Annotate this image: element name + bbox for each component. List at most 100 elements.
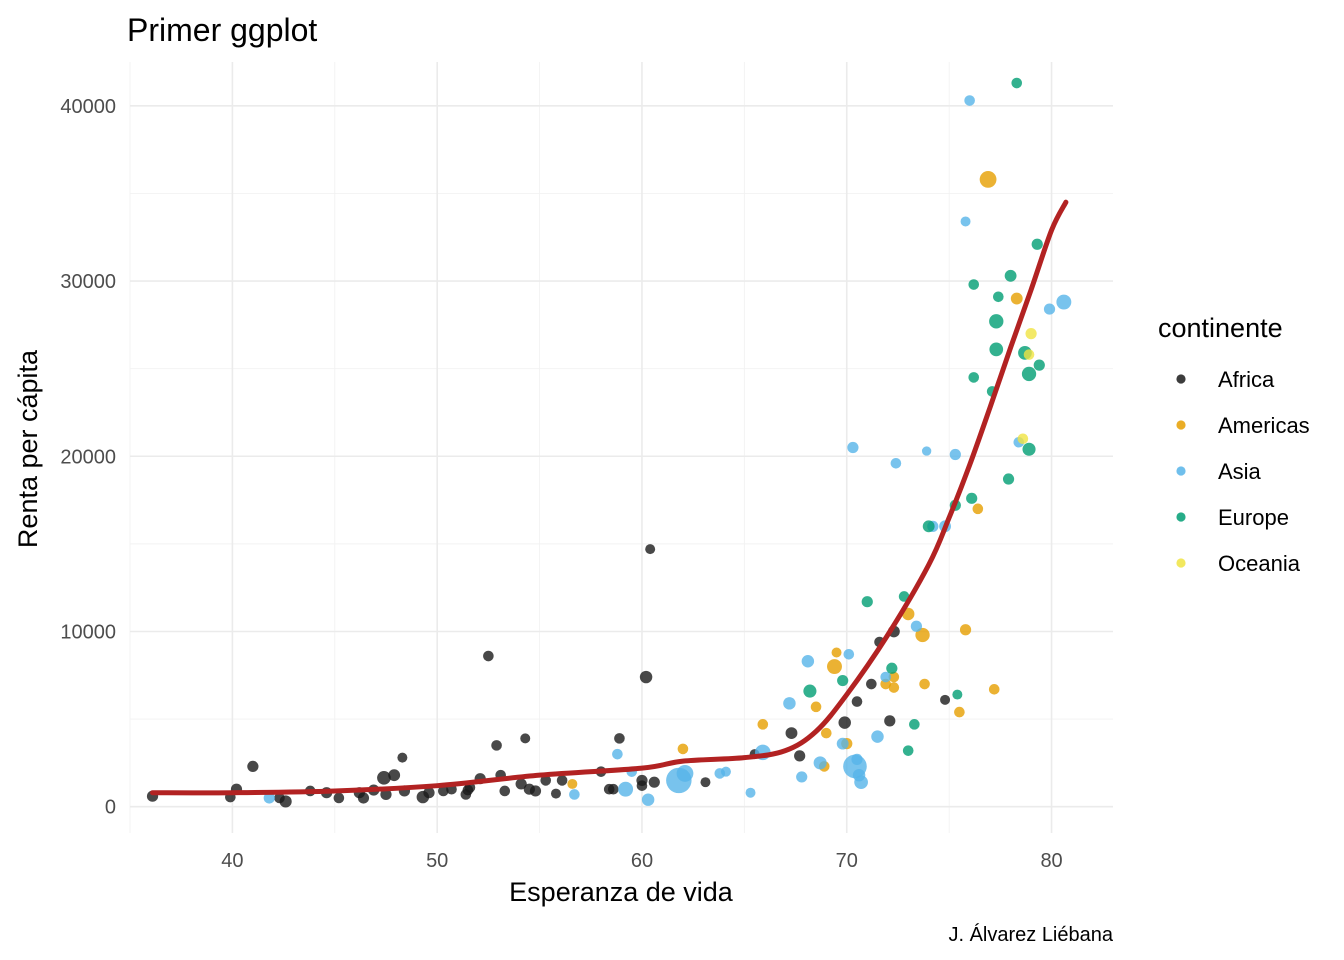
data-point-europe (968, 372, 980, 383)
data-point-africa (884, 715, 896, 727)
data-point-africa (550, 788, 561, 799)
data-point-africa (423, 787, 435, 799)
data-point-asia (871, 730, 884, 743)
data-point-europe (989, 342, 1004, 357)
data-point-asia (852, 768, 866, 782)
x-tick-label: 60 (631, 850, 653, 872)
y-tick-label: 30000 (60, 271, 116, 293)
data-point-europe (922, 520, 935, 533)
data-point-europe (902, 745, 914, 756)
grid-minor (129, 62, 1113, 833)
data-point-europe (1002, 473, 1015, 485)
data-point-europe (1033, 359, 1045, 371)
data-point-africa (794, 750, 806, 762)
scatter-points (146, 77, 1072, 808)
data-point-americas (888, 682, 900, 693)
data-point-europe (1004, 269, 1017, 282)
data-point-americas (831, 647, 842, 658)
data-point-asia (921, 446, 932, 456)
caption: J. Álvarez Liébana (948, 923, 1113, 946)
data-point-europe (952, 689, 963, 700)
data-point-asia (847, 441, 859, 454)
data-point-asia (880, 671, 891, 683)
y-axis-ticks: 0 10000 20000 30000 40000 (60, 96, 116, 819)
data-point-africa (645, 544, 656, 555)
legend-label-americas: Americas (1218, 413, 1310, 438)
data-point-asia (618, 781, 634, 797)
data-point-africa (700, 777, 711, 788)
data-point-africa (397, 752, 408, 763)
data-point-africa (357, 792, 370, 804)
data-point-europe (886, 662, 898, 674)
data-point-americas (915, 627, 930, 643)
legend-key-americas (1176, 420, 1186, 430)
data-point-africa (785, 727, 798, 740)
data-point-asia (801, 655, 815, 668)
data-point-europe (1011, 77, 1023, 89)
data-point-africa (614, 733, 625, 744)
smooth-curve (150, 199, 1069, 796)
data-point-africa (491, 740, 502, 751)
data-point-americas (757, 719, 769, 730)
legend-key-oceania (1176, 558, 1186, 568)
data-point-americas (827, 659, 842, 675)
legend-title: continente (1158, 313, 1283, 343)
x-tick-label: 50 (426, 850, 448, 872)
data-point-asia (813, 756, 827, 770)
x-tick-label: 70 (836, 850, 858, 872)
data-point-asia (796, 771, 808, 783)
y-tick-label: 0 (105, 797, 116, 819)
x-axis-ticks: 40 50 60 70 80 (221, 850, 1062, 872)
data-point-africa (520, 733, 531, 744)
data-point-africa (556, 775, 568, 786)
data-point-africa (648, 776, 660, 788)
legend-label-africa: Africa (1218, 367, 1275, 392)
legend-key-africa (1176, 374, 1186, 384)
data-point-africa (483, 650, 494, 662)
data-point-asia (1043, 303, 1056, 315)
data-point-africa (388, 769, 401, 782)
x-axis-title: Esperanza de vida (509, 877, 734, 907)
data-point-africa (438, 785, 449, 797)
data-point-americas (959, 624, 972, 636)
data-point-europe (1031, 238, 1043, 250)
data-point-americas (567, 778, 578, 789)
legend-label-oceania: Oceania (1218, 551, 1301, 576)
data-point-asia (949, 448, 961, 461)
data-point-africa (279, 795, 292, 808)
data-point-asia (720, 766, 731, 777)
data-point-americas (820, 727, 832, 739)
grid-major (130, 62, 1113, 833)
data-point-africa (851, 696, 863, 707)
data-point-africa (608, 783, 619, 795)
data-point-europe (989, 314, 1004, 329)
data-point-asia (890, 457, 902, 469)
data-point-europe (837, 674, 849, 687)
data-point-americas (919, 678, 930, 690)
data-point-asia (910, 620, 923, 632)
data-point-europe (861, 596, 873, 608)
data-point-africa (380, 788, 392, 801)
legend-label-asia: Asia (1218, 459, 1262, 484)
data-point-americas (888, 671, 900, 683)
legend-label-europe: Europe (1218, 505, 1289, 530)
data-point-americas (1010, 292, 1023, 305)
data-point-americas (979, 171, 997, 188)
data-point-europe (1022, 442, 1036, 456)
data-point-americas (954, 706, 965, 718)
data-point-africa (247, 760, 259, 773)
data-point-europe (993, 291, 1004, 303)
legend-key-asia (1176, 466, 1186, 476)
data-point-asia (836, 737, 849, 750)
data-point-americas (972, 503, 984, 515)
data-point-oceania (1023, 349, 1035, 360)
data-point-europe (803, 684, 817, 698)
x-tick-label: 40 (221, 850, 243, 872)
data-point-africa (639, 670, 653, 684)
data-point-asia (569, 789, 580, 800)
data-point-africa (499, 785, 511, 797)
data-point-africa (940, 694, 951, 705)
data-point-asia (1056, 294, 1072, 310)
y-tick-label: 40000 (60, 96, 116, 118)
data-point-oceania (1017, 433, 1029, 445)
